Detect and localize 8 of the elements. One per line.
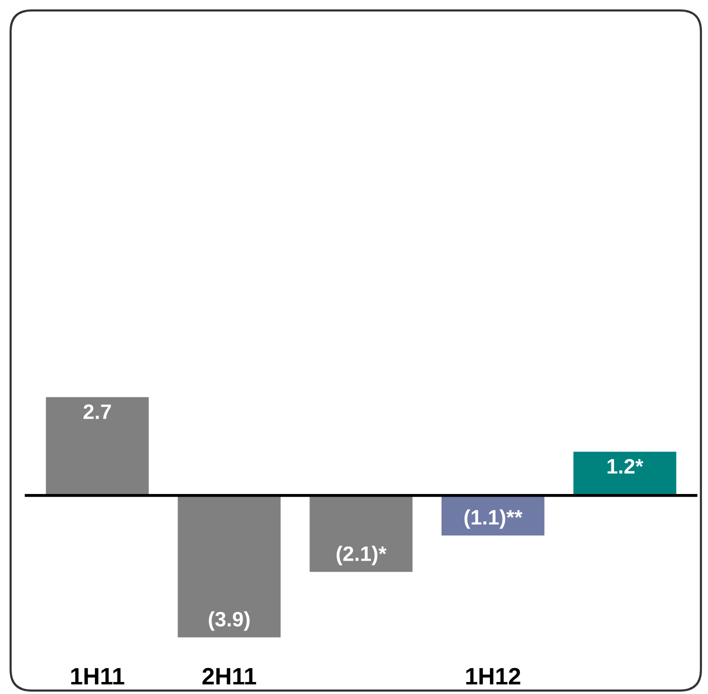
data-label: (1.1)** <box>464 509 522 529</box>
x-tick-label: 1H12 <box>466 668 520 684</box>
x-tick-label: 2H11 <box>202 668 256 684</box>
data-label: (2.1)* <box>336 546 387 566</box>
x-tick-label: 1H11 <box>71 668 124 684</box>
data-label: 1.2* <box>608 458 644 474</box>
data-label: 2.7 <box>84 404 111 419</box>
data-label: (3.9) <box>208 611 250 631</box>
